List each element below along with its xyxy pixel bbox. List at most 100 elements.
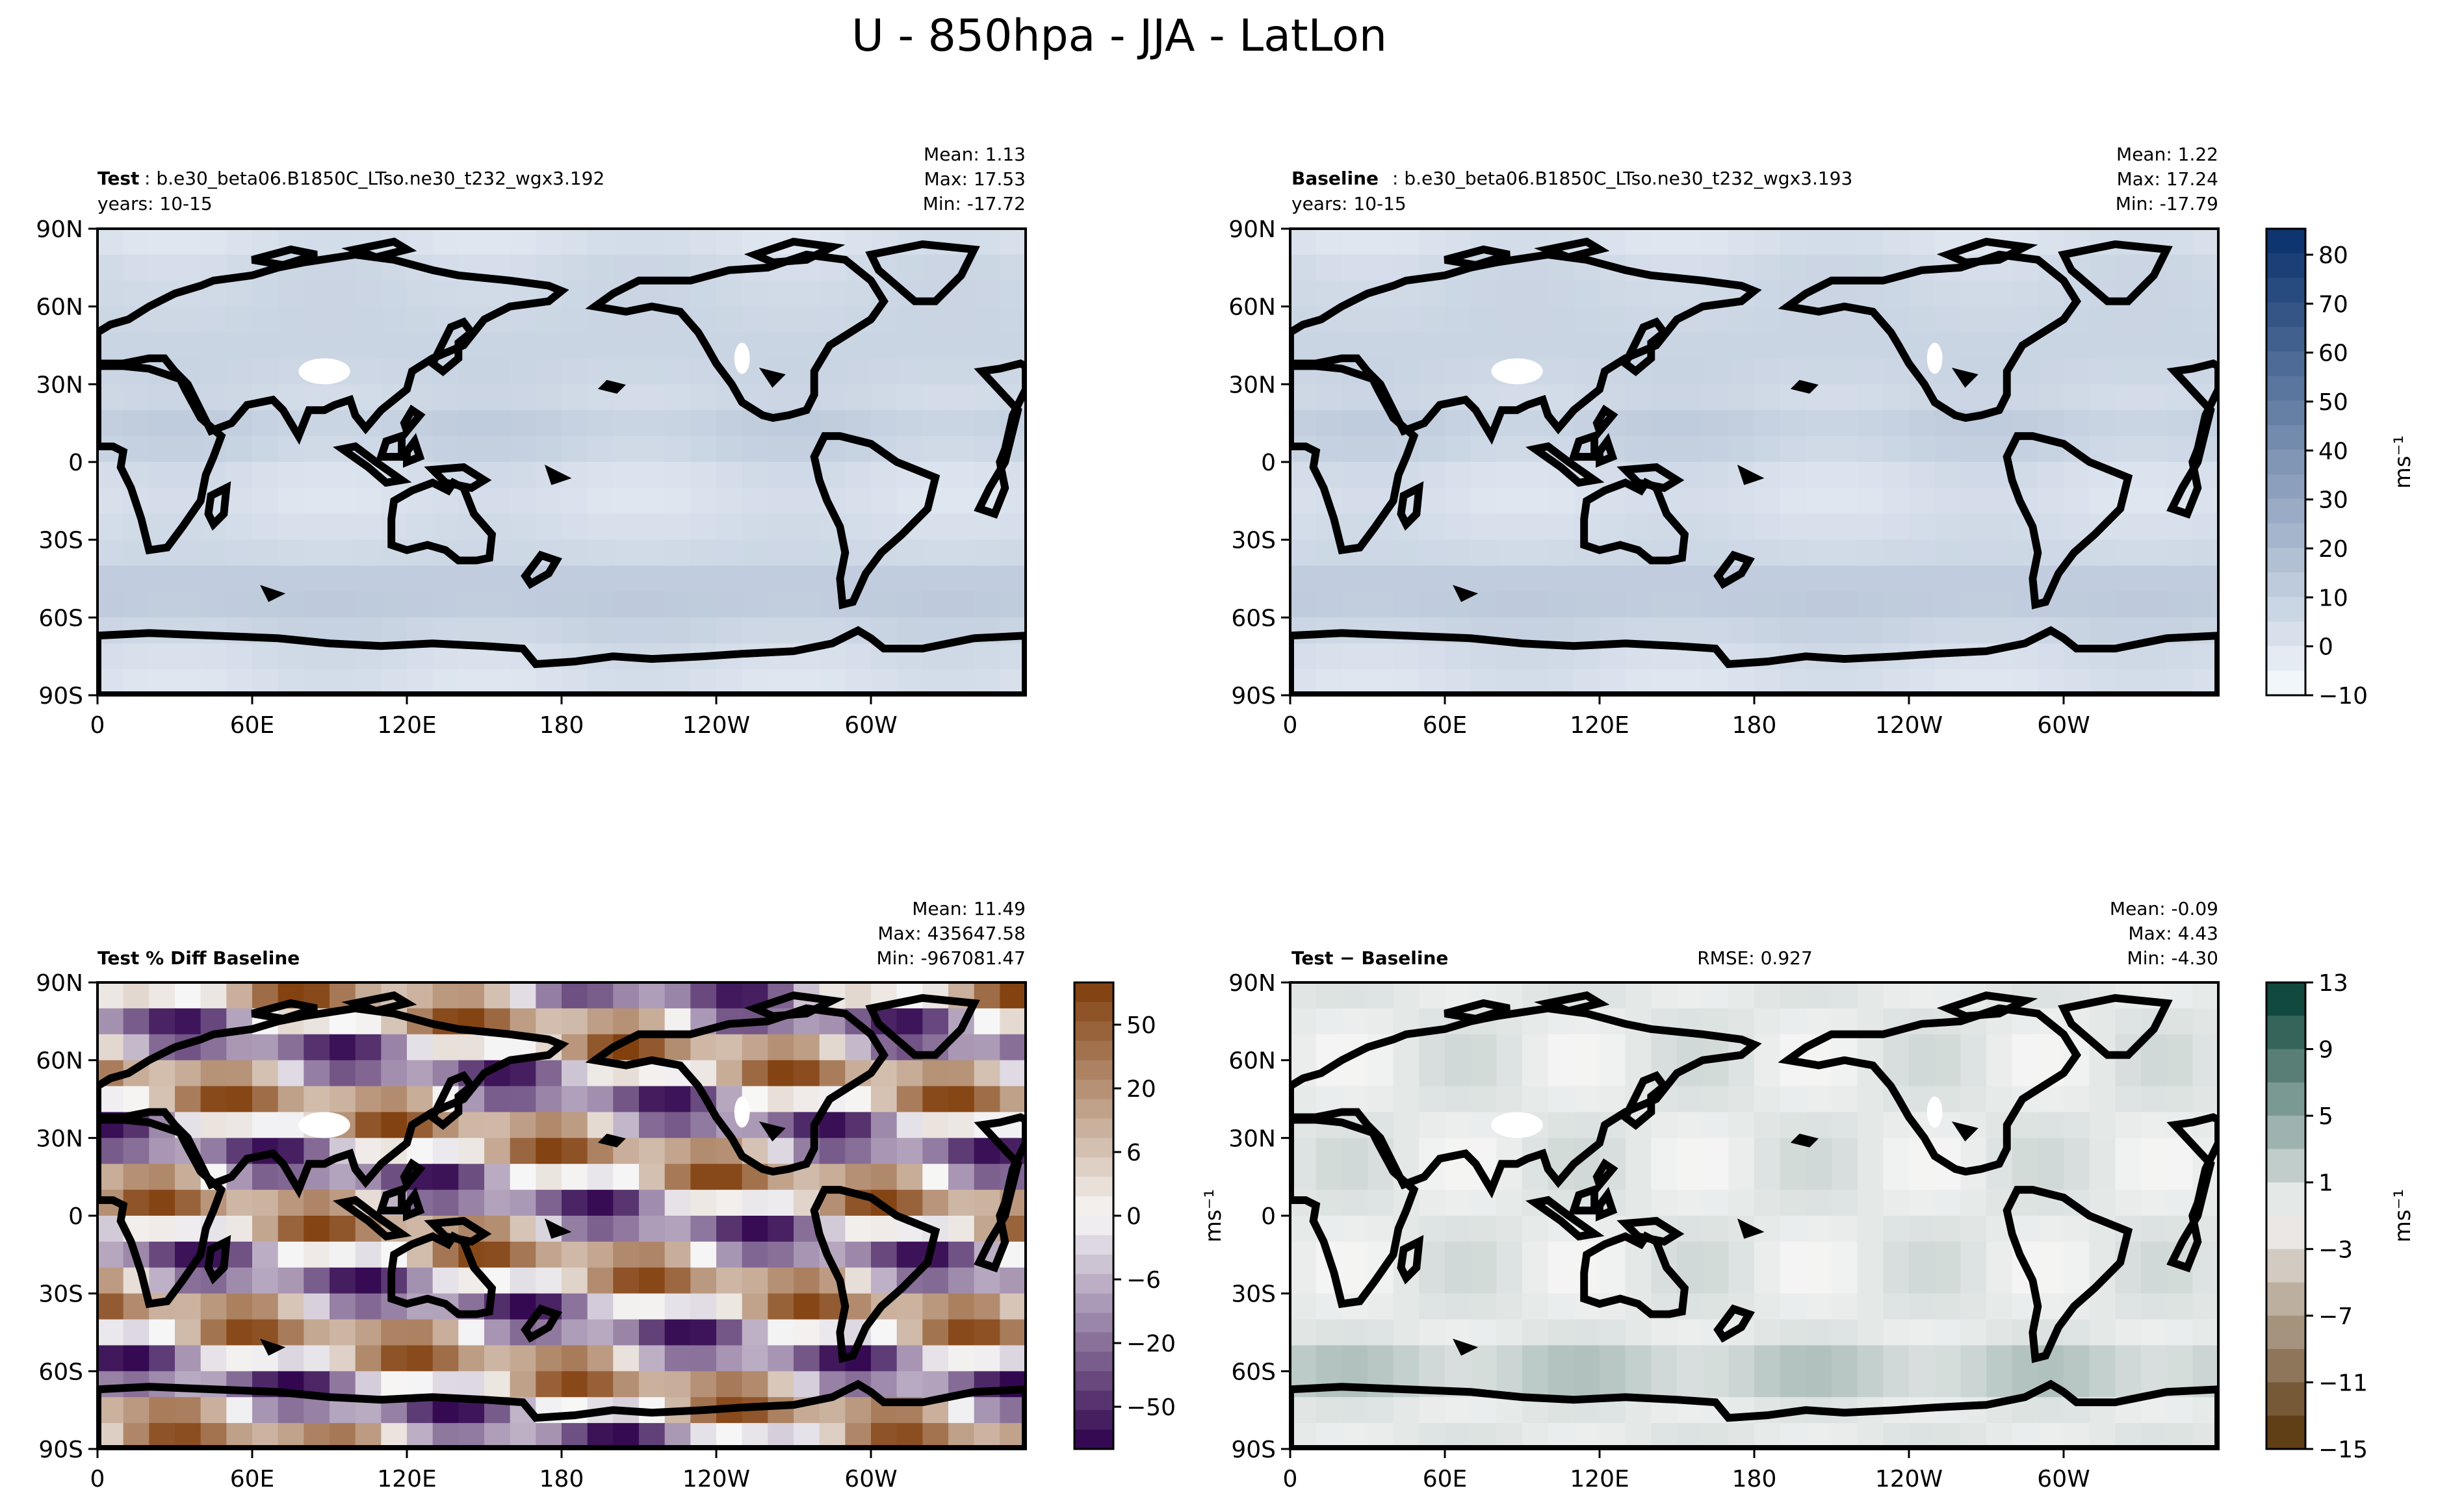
field-cell [2115,565,2142,593]
colorbar-tick-label: 40 [2318,438,2348,465]
field-cell [1883,1267,1910,1295]
colorbar-tick-label: 13 [2318,970,2348,997]
field-cell [1780,669,1807,695]
field-cell [2038,1397,2065,1424]
field-cell [587,1345,614,1372]
field-cell [278,462,305,489]
x-tick-label: 120W [682,712,750,739]
field-cell [484,1216,512,1243]
field-cell [1316,1319,1343,1347]
field-cell [149,1241,176,1269]
field-cell [587,436,614,463]
field-cell [2089,436,2116,463]
field-cell [1600,332,1627,360]
field-cell [794,617,821,645]
field-cell [2192,539,2218,567]
field-cell [1342,1241,1369,1269]
field-cell [355,1112,382,1139]
field-cell [587,332,614,360]
field-cell [1342,1164,1369,1191]
field-cell [1960,1086,1988,1114]
field-cell [330,513,357,541]
field-cell [1832,1190,1859,1217]
field-cell [1754,513,1782,541]
field-cell [484,1034,512,1062]
field-cell [562,1034,589,1062]
field-cell [1960,617,1988,645]
colorbar-segment [1074,1138,1113,1158]
field-cell [1316,1086,1343,1114]
field-cell [252,332,279,360]
field-cell [1780,1008,1807,1036]
field-cell [1419,462,1446,489]
field-cell [922,1371,950,1398]
field-cell [1960,513,1988,541]
field-cell [484,669,512,695]
field-cell [587,1319,614,1347]
field-cell [922,1423,950,1449]
field-cell [2064,358,2091,385]
field-cell [1780,591,1807,619]
field-cell [2192,254,2218,282]
colorbar-segment [2266,351,2305,377]
field-cell [355,1371,382,1398]
y-tick-label: 30S [1231,528,1276,554]
field-cell [562,1267,589,1295]
field-cell [510,1164,537,1191]
field-cell [1651,1138,1678,1165]
field-cell [922,1319,950,1347]
panel-baseline-map [1290,229,2218,695]
field-cell [1368,1423,1395,1449]
field-cell [562,565,589,593]
field-cells [97,982,1026,1449]
field-cell [922,410,950,437]
field-cell [1574,1112,1601,1139]
field-cell [664,617,692,645]
panel-test-title-bold: Test [97,168,139,189]
field-cell [304,280,331,308]
field-cell [432,1164,460,1191]
field-cell [1934,1034,1962,1062]
field-cell [2064,513,2091,541]
field-cell [2115,1112,2142,1139]
field-cell [587,539,614,567]
field-cell [355,384,382,411]
field-cell [562,1190,589,1217]
field-cell [1290,1241,1317,1269]
field-cell [355,1293,382,1321]
field-cell [1754,1164,1782,1191]
field-cell [510,1138,537,1165]
field-cell [1290,591,1317,619]
field-cell [948,1086,976,1114]
field-cell [794,1345,821,1372]
colorbar-segment [1074,1254,1113,1275]
field-cell [381,1034,408,1062]
field-cell [407,280,434,308]
field-cell [1960,1319,1988,1347]
field-cell [1832,410,1859,437]
field-cell [252,436,279,463]
field-cell [355,280,382,308]
field-cell [432,436,460,463]
x-tick-label: 0 [90,1466,105,1493]
field-cell [1728,1241,1756,1269]
field-cell [123,436,150,463]
field-cell [458,617,486,645]
field-cell [871,1086,898,1114]
field-cell [639,384,666,411]
field-cell [948,358,976,385]
field-cell [1909,1293,1936,1321]
field-cell [2038,643,2065,671]
x-tick-label: 60E [230,712,275,739]
field-cell [1368,254,1395,282]
field-cell [2089,306,2116,334]
field-cell [1625,1034,1652,1062]
field-cell [1368,591,1395,619]
field-cell [2115,1371,2142,1398]
panel-diff-min: Min: -4.30 [2127,947,2218,969]
colorbar-tick-label: 70 [2318,291,2348,318]
field-cell [1496,1060,1524,1088]
field-cell [1934,1060,1962,1088]
field-cell [1470,669,1498,695]
field-cell [1754,1190,1782,1217]
